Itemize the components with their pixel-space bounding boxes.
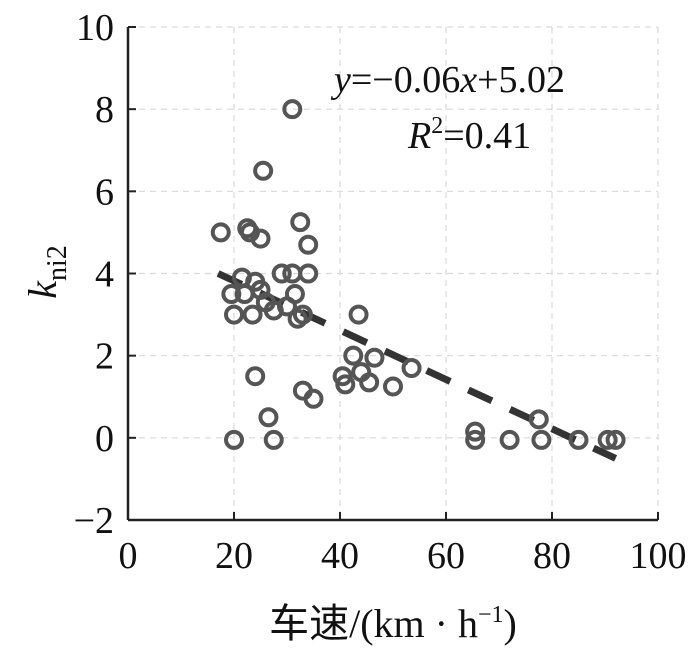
data-point-23 <box>298 263 319 284</box>
x-tick-label-0: 0 <box>119 535 138 577</box>
y-tick-label-0: −2 <box>74 500 114 542</box>
data-point-44 <box>568 429 589 450</box>
x-tick-label-5: 100 <box>630 535 687 577</box>
regression-line <box>216 270 618 462</box>
data-point-37 <box>383 376 403 397</box>
data-point-4 <box>253 160 274 181</box>
data-point-3 <box>250 228 271 249</box>
data-point-5 <box>282 99 303 120</box>
data-point-30 <box>348 304 369 325</box>
data-points <box>210 99 626 450</box>
grid-lines <box>128 26 659 520</box>
x-tick-label-3: 60 <box>427 535 465 577</box>
data-point-46 <box>605 429 626 450</box>
x-axis-label: 车速/(km · h−1) <box>269 601 517 646</box>
data-point-31 <box>343 345 364 366</box>
y-tick-label-4: 6 <box>95 171 114 213</box>
data-point-24 <box>245 366 266 387</box>
plot-axes <box>126 26 659 522</box>
x-tick-label-4: 80 <box>533 535 571 577</box>
y-tick-label-2: 2 <box>95 336 114 378</box>
data-point-12 <box>242 304 263 325</box>
data-point-36 <box>359 372 380 393</box>
y-axis-label: kni2 <box>20 245 73 299</box>
y-tick-label-3: 4 <box>95 254 114 296</box>
fit-line <box>216 270 618 462</box>
regression-equation: y=−0.06x+5.02 <box>330 59 565 101</box>
data-point-39 <box>465 421 486 442</box>
data-point-27 <box>263 429 284 450</box>
x-tick-label-2: 40 <box>321 535 359 577</box>
x-tick-label-1: 20 <box>215 535 253 577</box>
y-tick-label-1: 0 <box>95 418 114 460</box>
data-point-35 <box>335 374 356 395</box>
data-point-20 <box>284 284 305 305</box>
y-tick-label-6: 10 <box>76 7 114 49</box>
data-point-17 <box>271 263 292 284</box>
data-point-41 <box>499 429 520 450</box>
data-point-43 <box>531 429 552 450</box>
data-point-40 <box>465 429 486 450</box>
data-point-25 <box>258 407 279 428</box>
data-point-29 <box>303 388 324 409</box>
data-point-22 <box>292 304 313 325</box>
data-point-42 <box>528 409 549 430</box>
data-point-0 <box>210 222 231 243</box>
data-point-33 <box>364 347 385 368</box>
data-point-45 <box>597 429 618 450</box>
data-point-38 <box>401 357 422 378</box>
data-point-6 <box>290 212 311 233</box>
data-point-9 <box>224 304 244 325</box>
data-point-26 <box>224 429 244 450</box>
data-point-8 <box>221 284 242 305</box>
r-squared-label: R2=0.41 <box>407 113 531 157</box>
data-point-7 <box>298 234 319 255</box>
y-tick-label-5: 8 <box>95 89 114 131</box>
